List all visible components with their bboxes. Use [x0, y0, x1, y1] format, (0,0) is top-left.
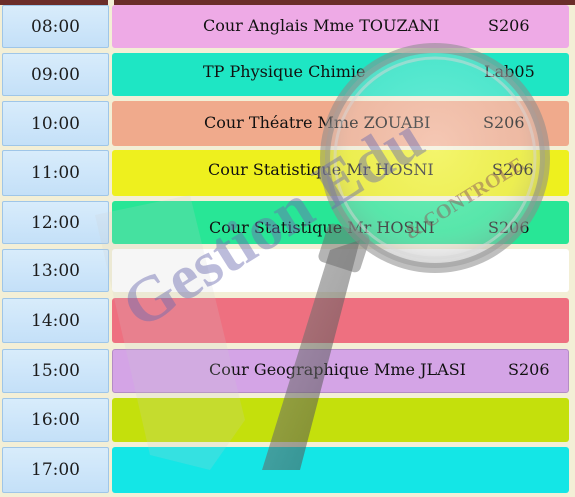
schedule-row: 13:00 [0, 249, 575, 292]
schedule-row: 10:00 Cour Théatre Mme ZOUABI S206 [0, 101, 575, 146]
time-label: 08:00 [2, 5, 109, 48]
course-room: S206 [483, 113, 525, 132]
schedule-row: 08:00 Cour Anglais Mme TOUZANI S206 [0, 5, 575, 48]
time-label: 16:00 [2, 398, 109, 442]
time-label: 14:00 [2, 298, 109, 343]
course-cell[interactable]: Cour Anglais Mme TOUZANI S206 [112, 5, 569, 48]
time-label: 17:00 [2, 447, 109, 493]
course-room: S206 [508, 360, 550, 379]
schedule-row: 15:00 Cour Geographique Mme JLASI S206 [0, 349, 575, 393]
course-cell[interactable] [112, 249, 569, 292]
time-label: 09:00 [2, 53, 109, 96]
course-cell[interactable] [112, 398, 569, 442]
schedule-row: 11:00 Cour Statistique Mr HOSNI S206 [0, 150, 575, 196]
course-cell[interactable] [112, 298, 569, 343]
time-label: 13:00 [2, 249, 109, 292]
course-title: Cour Geographique Mme JLASI [209, 360, 466, 379]
time-label: 15:00 [2, 349, 109, 393]
course-cell[interactable]: Cour Théatre Mme ZOUABI S206 [112, 101, 569, 146]
course-cell[interactable] [112, 447, 569, 493]
course-title: Cour Statistique Mr HOSNI [209, 218, 435, 237]
course-cell[interactable]: Cour Geographique Mme JLASI S206 [112, 349, 569, 393]
course-cell[interactable]: Cour Statistique Mr HOSNI S206 [112, 150, 569, 196]
time-label: 11:00 [2, 150, 109, 196]
course-title: TP Physique Chimie [203, 62, 366, 81]
schedule-row: 12:00 Cour Statistique Mr HOSNI S206 [0, 201, 575, 244]
course-title: Cour Théatre Mme ZOUABI [204, 113, 431, 132]
schedule-row: 16:00 [0, 398, 575, 442]
course-room: Lab05 [484, 62, 535, 81]
course-cell[interactable]: Cour Statistique Mr HOSNI S206 [112, 201, 569, 244]
top-border-gap [108, 0, 114, 5]
course-title: Cour Statistique Mr HOSNI [208, 160, 434, 179]
course-room: S206 [488, 218, 530, 237]
course-room: S206 [492, 160, 534, 179]
course-cell[interactable]: TP Physique Chimie Lab05 [112, 53, 569, 96]
time-label: 12:00 [2, 201, 109, 244]
top-border [0, 0, 575, 5]
time-label: 10:00 [2, 101, 109, 146]
schedule-row: 17:00 [0, 447, 575, 493]
schedule-row: 14:00 [0, 298, 575, 343]
schedule-row: 09:00 TP Physique Chimie Lab05 [0, 53, 575, 96]
course-title: Cour Anglais Mme TOUZANI [203, 16, 440, 35]
course-room: S206 [488, 16, 530, 35]
